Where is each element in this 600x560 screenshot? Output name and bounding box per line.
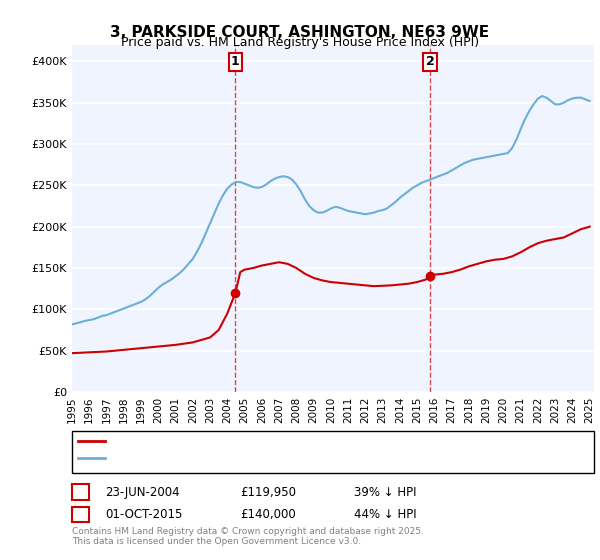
Text: 3, PARKSIDE COURT, ASHINGTON, NE63 9WE: 3, PARKSIDE COURT, ASHINGTON, NE63 9WE <box>110 25 490 40</box>
Text: 2: 2 <box>76 508 85 521</box>
Text: 23-JUN-2004: 23-JUN-2004 <box>105 486 179 499</box>
Text: £140,000: £140,000 <box>240 508 296 521</box>
Text: Contains HM Land Registry data © Crown copyright and database right 2025.
This d: Contains HM Land Registry data © Crown c… <box>72 526 424 546</box>
Text: 01-OCT-2015: 01-OCT-2015 <box>105 508 182 521</box>
Text: £119,950: £119,950 <box>240 486 296 499</box>
Text: 1: 1 <box>231 55 240 68</box>
Text: 1: 1 <box>76 486 85 499</box>
Text: 2: 2 <box>425 55 434 68</box>
Text: 44% ↓ HPI: 44% ↓ HPI <box>354 508 416 521</box>
Text: 39% ↓ HPI: 39% ↓ HPI <box>354 486 416 499</box>
Text: 3, PARKSIDE COURT, ASHINGTON, NE63 9WE (detached house): 3, PARKSIDE COURT, ASHINGTON, NE63 9WE (… <box>111 436 439 446</box>
Text: HPI: Average price, detached house, Northumberland: HPI: Average price, detached house, Nort… <box>111 452 390 463</box>
Text: Price paid vs. HM Land Registry's House Price Index (HPI): Price paid vs. HM Land Registry's House … <box>121 36 479 49</box>
